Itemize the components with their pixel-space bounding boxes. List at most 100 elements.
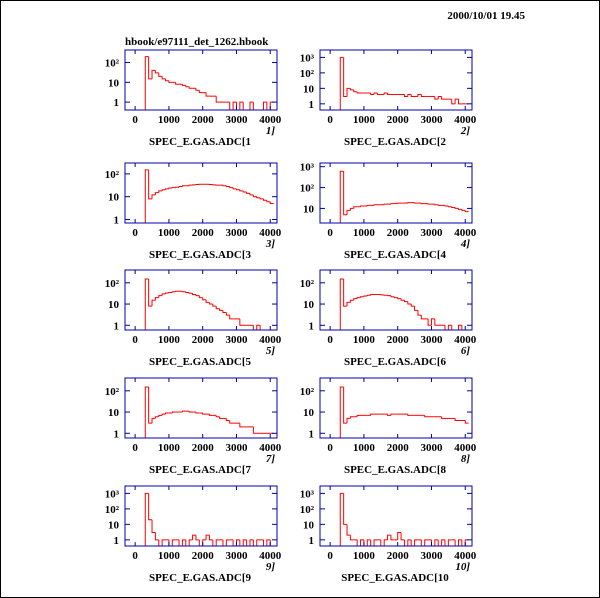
histogram-bin xyxy=(151,194,156,199)
histogram-bin xyxy=(434,539,439,546)
histogram-bin xyxy=(269,201,274,205)
y-tick-label: 10 xyxy=(108,407,120,419)
x-tick-label: 0 xyxy=(327,114,333,126)
y-tick-label: 10² xyxy=(300,386,315,398)
y-tick-label: 10² xyxy=(105,386,120,398)
histogram-bin xyxy=(154,297,159,301)
histogram-bin xyxy=(165,188,169,190)
histogram-bin xyxy=(215,306,220,310)
histogram-bin xyxy=(410,94,415,97)
histogram-bin xyxy=(168,187,173,189)
histogram-bin xyxy=(441,416,445,419)
histogram-bin xyxy=(360,205,364,207)
histogram-bin xyxy=(451,206,456,209)
x-tick-label: 3000 xyxy=(420,442,443,454)
histogram-bin xyxy=(366,539,371,546)
x-tick-label: 1000 xyxy=(158,114,181,126)
x-tick-label: 3000 xyxy=(225,550,248,562)
histogram-bin xyxy=(356,297,361,299)
histogram-bin xyxy=(192,534,196,540)
histogram-bin xyxy=(144,278,149,330)
histogram-bin xyxy=(373,539,378,546)
histogram-bin xyxy=(148,169,153,200)
x-tick-label: 1000 xyxy=(158,227,181,239)
histogram-bin xyxy=(256,539,261,546)
histogram-bin xyxy=(410,304,415,307)
y-tick-label: 1 xyxy=(114,320,120,332)
histogram-bin xyxy=(454,418,459,421)
histogram-bin xyxy=(353,206,358,209)
histogram-bin xyxy=(262,101,267,110)
histogram-bin xyxy=(447,539,452,546)
histogram-bin xyxy=(457,99,462,105)
x-axis-label: SPEC_E.GAS.ADC[2 xyxy=(344,136,447,148)
histogram-bin xyxy=(346,209,351,215)
y-tick-label: 10² xyxy=(105,278,120,290)
x-tick-label: 1000 xyxy=(158,442,181,454)
histogram-bin xyxy=(400,298,405,301)
histogram-bin xyxy=(339,170,344,223)
histogram-bin xyxy=(242,539,247,546)
histogram-panel: 0 1000 2000 3000 4000 1 10 10² 1] SPEC_E.GAS.ADC[… xyxy=(105,49,282,148)
histogram-bin xyxy=(185,85,190,88)
y-tick-label: 10³ xyxy=(105,488,120,500)
histogram-panel: 0 1000 2000 3000 4000 1 10 10² 3] SPEC_E.GAS.ADC[… xyxy=(105,162,282,261)
histogram-bin xyxy=(390,535,395,541)
x-tick-label: 2000 xyxy=(192,227,215,239)
axes-box xyxy=(319,162,473,224)
x-tick-label: 3000 xyxy=(420,550,443,562)
histogram-bin xyxy=(161,293,166,296)
histogram-bin xyxy=(215,539,220,546)
histogram-bin xyxy=(154,70,159,74)
histogram-bin xyxy=(437,204,442,206)
x-tick-label: 4000 xyxy=(454,114,477,126)
histogram-bin xyxy=(225,185,230,187)
x-tick-label: 4000 xyxy=(454,550,477,562)
histogram-bin xyxy=(346,301,351,307)
x-tick-label: 0 xyxy=(132,114,138,126)
histogram-bin xyxy=(343,279,348,307)
histogram-bin xyxy=(195,412,200,414)
y-tick-label: 10 xyxy=(303,407,315,419)
y-tick-label: 1 xyxy=(309,99,315,111)
histogram-bin xyxy=(185,291,190,293)
histogram-bin xyxy=(165,412,169,415)
histogram-bin xyxy=(343,493,348,525)
y-tick-label: 10² xyxy=(105,169,120,181)
histogram-bin xyxy=(360,296,364,298)
histogram-bin xyxy=(353,89,358,93)
x-tick-label: 3000 xyxy=(225,114,248,126)
histogram-bin xyxy=(424,415,429,418)
histogram-bin xyxy=(252,194,257,198)
histogram-bin xyxy=(346,524,351,536)
histogram-bin xyxy=(154,416,159,419)
histogram-bin xyxy=(158,295,163,298)
panel-id: 8] xyxy=(461,453,471,465)
histogram-bin xyxy=(434,96,439,100)
histogram-bin xyxy=(353,298,358,301)
histogram-bin xyxy=(339,386,344,438)
y-tick-label: 1 xyxy=(309,535,315,547)
histogram-bin xyxy=(178,185,183,188)
histogram-bin xyxy=(397,202,402,204)
histogram-bin xyxy=(349,299,354,303)
x-axis-label: SPEC_E.GAS.ADC[5 xyxy=(149,356,252,368)
histogram-bin xyxy=(457,539,462,546)
histogram-bin xyxy=(343,171,348,216)
histogram-bin xyxy=(242,190,247,193)
x-tick-label: 2000 xyxy=(192,442,215,454)
axes-box xyxy=(319,485,473,547)
x-tick-label: 2000 xyxy=(192,550,215,562)
histogram-bin xyxy=(188,86,193,89)
x-tick-label: 4000 xyxy=(259,442,282,454)
histogram-bin xyxy=(256,324,261,330)
histogram-bin xyxy=(356,414,361,417)
x-tick-label: 4000 xyxy=(259,334,282,346)
x-axis-label: SPEC_E.GAS.ADC[1 xyxy=(149,136,251,148)
histogram-bin xyxy=(346,87,351,97)
histogram-bin xyxy=(387,414,391,416)
histogram-bin xyxy=(434,204,439,206)
histogram-bin xyxy=(444,205,449,207)
x-axis-label: SPEC_E.GAS.ADC[9 xyxy=(149,572,252,584)
